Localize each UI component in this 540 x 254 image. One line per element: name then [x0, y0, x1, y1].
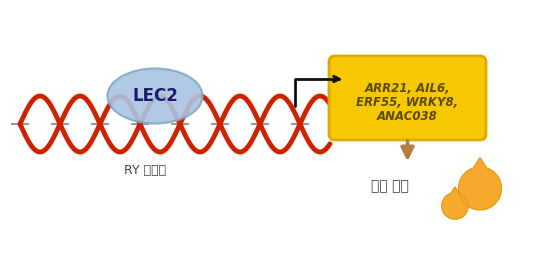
- FancyBboxPatch shape: [329, 56, 486, 140]
- Text: RY 모티프: RY 모티프: [124, 164, 166, 177]
- Text: ANAC038: ANAC038: [377, 109, 438, 122]
- Text: 식물 지방: 식물 지방: [370, 179, 408, 193]
- Text: LEC2: LEC2: [132, 87, 178, 105]
- Ellipse shape: [107, 69, 202, 123]
- Polygon shape: [442, 187, 468, 219]
- Polygon shape: [458, 158, 502, 210]
- Text: ERF55, WRKY8,: ERF55, WRKY8,: [356, 96, 458, 108]
- Text: ARR21, AIL6,: ARR21, AIL6,: [364, 82, 450, 94]
